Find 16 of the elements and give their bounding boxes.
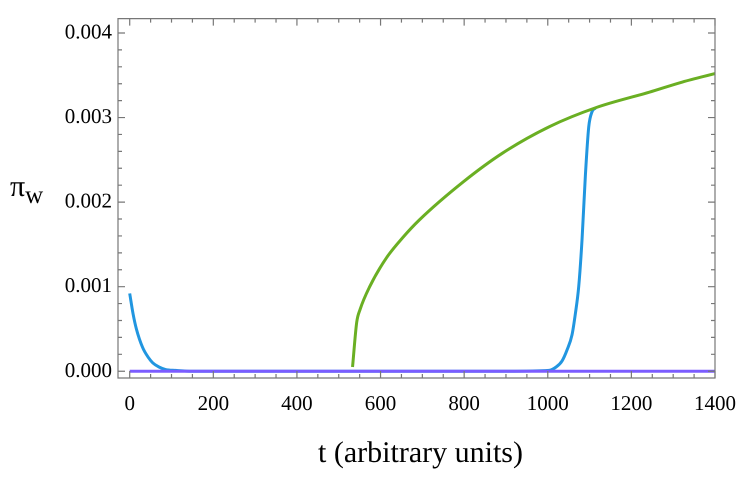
x-tick-label: 0 [124, 391, 135, 416]
x-tick-label: 600 [364, 391, 396, 416]
y-tick-label: 0.002 [64, 188, 112, 213]
x-tick-label: 400 [281, 391, 313, 416]
x-tick-label: 1000 [526, 391, 569, 416]
y-tick-label: 0.003 [64, 104, 112, 128]
x-tick-label: 800 [448, 391, 480, 416]
x-tick-label: 1400 [694, 391, 736, 416]
line-series [351, 72, 715, 369]
x-tick-label: 1200 [610, 391, 652, 416]
y-tick-label: 0.000 [64, 358, 112, 382]
y-axis-title: π$_{w}$ [10, 170, 44, 210]
x-axis-title: t (arbitrary units) [317, 436, 524, 470]
y-tick-label: 0.004 [64, 19, 112, 44]
x-tick-label: 200 [198, 391, 230, 416]
y-tick-label: 0.001 [64, 273, 112, 298]
